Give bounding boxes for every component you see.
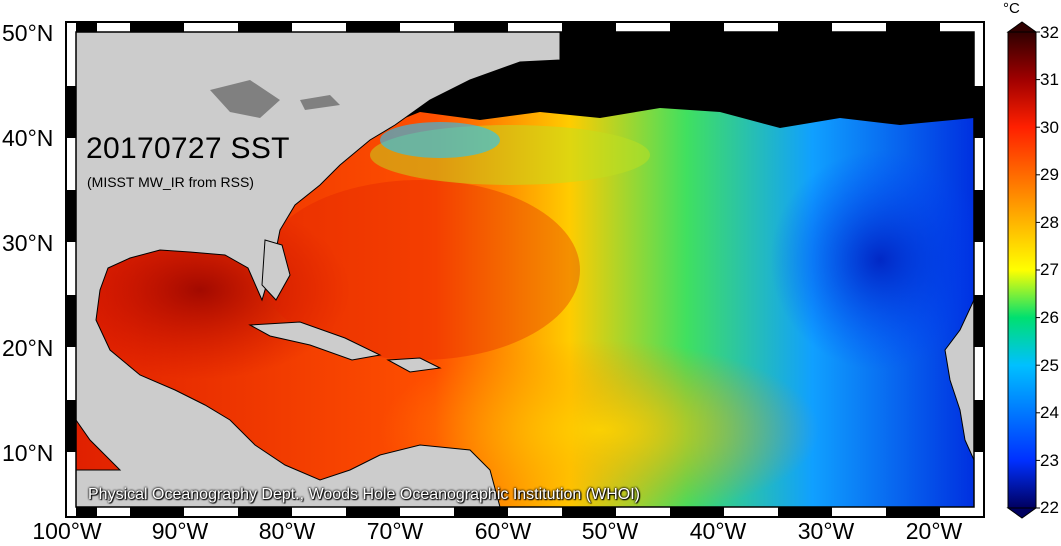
map-frame (65, 21, 985, 518)
colorbar-unit: °C (1003, 0, 1020, 17)
land-north-america (76, 32, 561, 507)
map-title: 20170727 SST (86, 132, 290, 165)
map-subtitle: (MISST MW_IR from RSS) (87, 174, 254, 190)
colorbar-tick-label: 32 (1040, 23, 1059, 42)
colorbar-scale (1007, 31, 1037, 509)
lon-tick-label: 30°W (797, 518, 855, 544)
credit-text: Physical Oceanography Dept., Woods Hole … (88, 486, 640, 503)
land-florida (261, 239, 291, 301)
frame-ticks (66, 22, 984, 517)
land-africa (944, 299, 974, 461)
land-hispaniola (386, 357, 442, 373)
colorbar-tick-label: 23 (1040, 451, 1059, 470)
colorbar-tick-label: 30 (1040, 118, 1059, 137)
lakes (210, 80, 340, 118)
lon-tick-label: 40°W (689, 518, 747, 544)
colorbar-tick-label: 26 (1040, 308, 1059, 327)
lon-tick-label: 90°W (151, 518, 209, 544)
lat-tick-label: 50°N (2, 20, 54, 46)
colorbar-tick-label: 28 (1040, 213, 1059, 232)
colorbar-tick-label: 22 (1040, 498, 1059, 517)
lat-tick-label: 10°N (2, 440, 54, 466)
lon-tick-label: 60°W (474, 518, 532, 544)
colorbar (1006, 21, 1040, 519)
colorbar-top-arrow (1006, 21, 1038, 33)
colorbar-bottom-arrow (1006, 507, 1038, 519)
land-cuba (248, 321, 382, 361)
lon-tick-label: 100°W (32, 518, 102, 544)
sst-field (76, 32, 974, 507)
lat-tick-label: 30°N (2, 230, 54, 256)
colorbar-tick-label: 29 (1040, 165, 1059, 184)
lon-tick-label: 80°W (258, 518, 316, 544)
colorbar-tick-label: 31 (1040, 70, 1059, 89)
lat-tick-label: 20°N (2, 335, 54, 361)
colorbar-tick-label: 27 (1040, 260, 1059, 279)
lon-tick-label: 70°W (366, 518, 424, 544)
lat-tick-label: 40°N (2, 125, 54, 151)
lon-tick-label: 50°W (581, 518, 639, 544)
colorbar-tick-label: 24 (1040, 403, 1059, 422)
lon-tick-label: 20°W (905, 518, 963, 544)
colorbar-tick-label: 25 (1040, 356, 1059, 375)
